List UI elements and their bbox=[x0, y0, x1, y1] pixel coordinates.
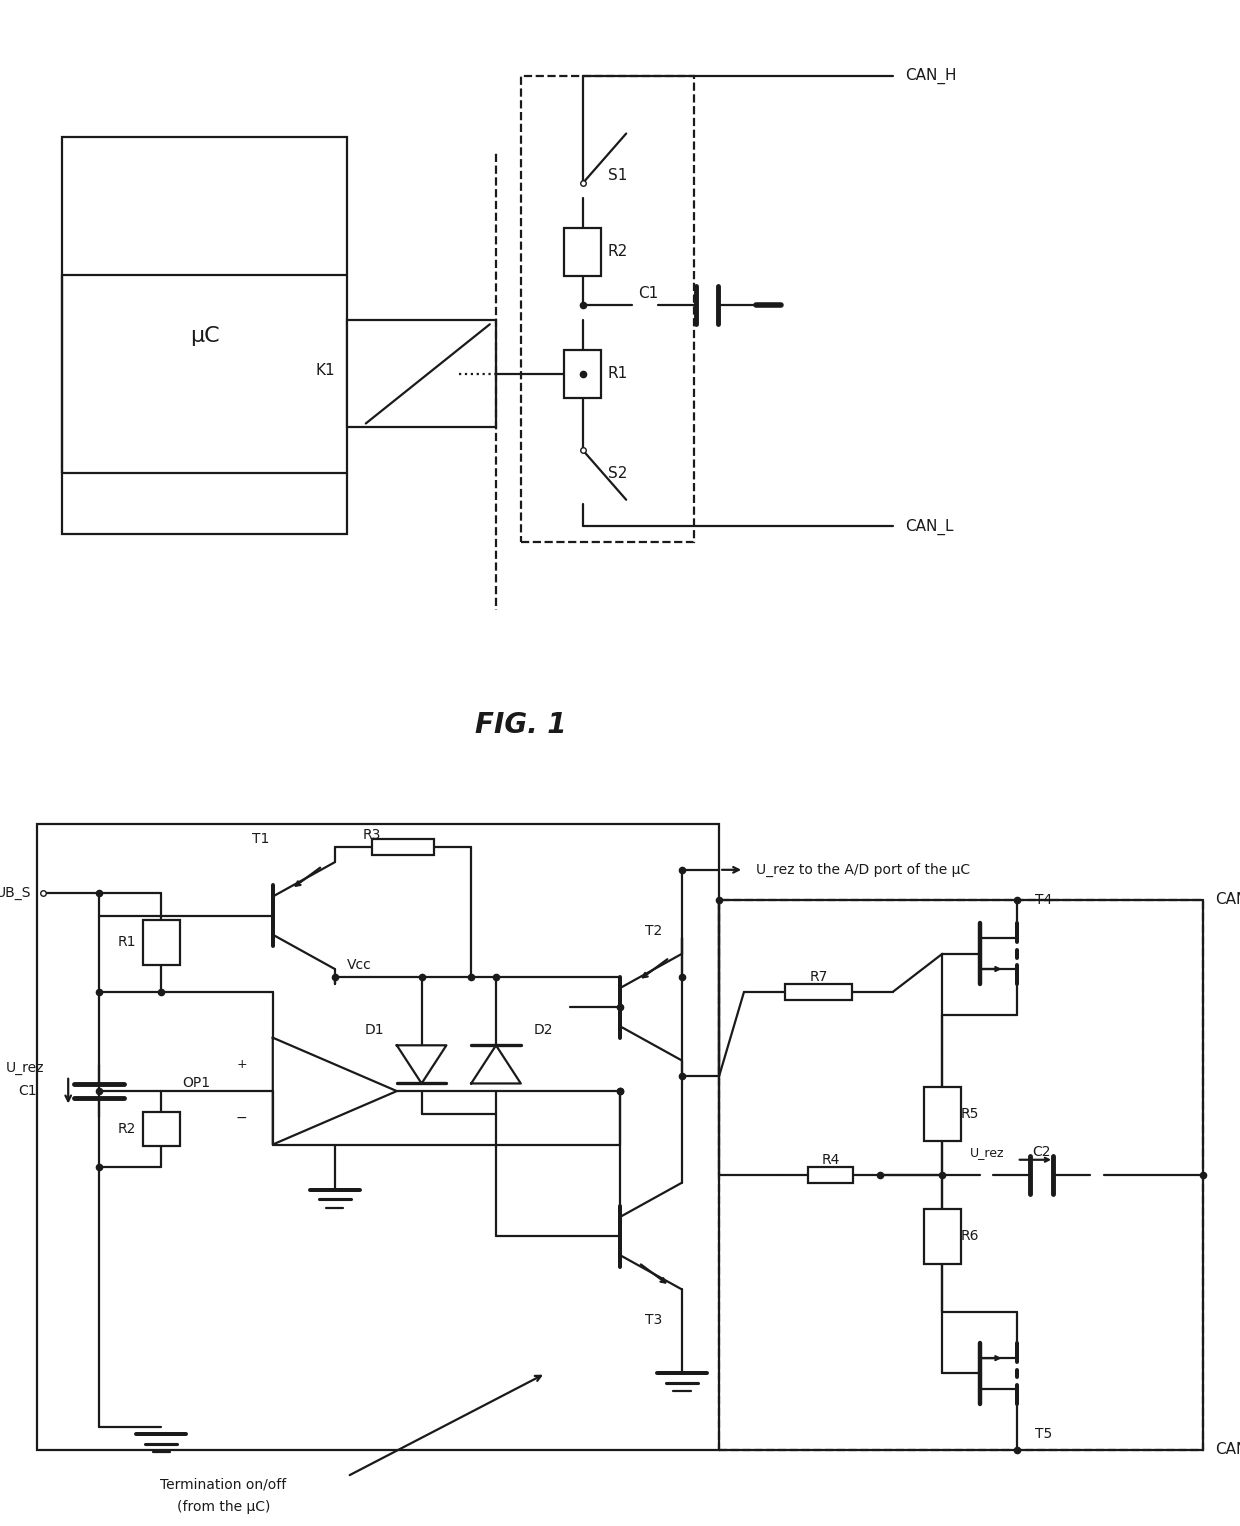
Text: R3: R3 bbox=[363, 829, 381, 842]
Text: U_rez to the A/D port of the μC: U_rez to the A/D port of the μC bbox=[756, 862, 971, 877]
Text: CAN_H: CAN_H bbox=[1215, 893, 1240, 908]
Text: C1: C1 bbox=[19, 1083, 37, 1099]
Text: T2: T2 bbox=[645, 923, 662, 938]
Text: T3: T3 bbox=[645, 1312, 662, 1328]
Bar bbox=[924, 1209, 961, 1264]
Bar bbox=[564, 349, 601, 398]
Text: C2: C2 bbox=[1033, 1144, 1050, 1160]
Text: CAN_L: CAN_L bbox=[905, 519, 954, 534]
Text: U_rez: U_rez bbox=[970, 1146, 1004, 1158]
Bar bbox=[521, 76, 694, 542]
Text: R6: R6 bbox=[961, 1228, 980, 1244]
Text: D1: D1 bbox=[365, 1022, 384, 1038]
Text: OP1: OP1 bbox=[182, 1076, 211, 1091]
Text: C1: C1 bbox=[639, 287, 658, 301]
Bar bbox=[37, 824, 719, 1450]
Bar bbox=[62, 137, 347, 534]
Text: (from the μC): (from the μC) bbox=[176, 1500, 270, 1514]
Text: UB_S: UB_S bbox=[0, 885, 31, 900]
Text: Termination on/off: Termination on/off bbox=[160, 1477, 286, 1491]
Text: S1: S1 bbox=[608, 168, 627, 183]
Text: R1: R1 bbox=[608, 366, 627, 382]
Bar bbox=[143, 1112, 180, 1146]
Bar bbox=[564, 227, 601, 276]
Text: +: + bbox=[237, 1058, 247, 1071]
Text: μC: μC bbox=[190, 325, 219, 346]
Text: R2: R2 bbox=[608, 244, 627, 259]
Text: T1: T1 bbox=[252, 832, 269, 847]
Text: CAN_H: CAN_H bbox=[905, 69, 957, 84]
Text: −: − bbox=[236, 1111, 248, 1125]
Text: T4: T4 bbox=[1035, 893, 1053, 908]
Bar bbox=[785, 983, 852, 1001]
Text: D2: D2 bbox=[533, 1022, 553, 1038]
Text: Vcc: Vcc bbox=[347, 958, 372, 972]
Bar bbox=[719, 900, 1203, 1450]
Bar bbox=[924, 1087, 961, 1141]
Text: R2: R2 bbox=[118, 1122, 136, 1137]
Text: FIG. 1: FIG. 1 bbox=[475, 711, 567, 739]
Text: K1: K1 bbox=[315, 363, 335, 377]
Text: CAN_L: CAN_L bbox=[1215, 1442, 1240, 1457]
Text: R4: R4 bbox=[822, 1152, 839, 1167]
Bar bbox=[808, 1166, 853, 1184]
Text: T5: T5 bbox=[1035, 1427, 1053, 1442]
Bar bbox=[372, 838, 434, 855]
Bar bbox=[143, 920, 180, 964]
Text: R1: R1 bbox=[118, 935, 136, 949]
Text: R5: R5 bbox=[961, 1106, 980, 1122]
Bar bbox=[347, 320, 496, 427]
Text: U_rez: U_rez bbox=[6, 1061, 45, 1076]
Text: R7: R7 bbox=[810, 969, 827, 984]
Text: S2: S2 bbox=[608, 465, 627, 481]
